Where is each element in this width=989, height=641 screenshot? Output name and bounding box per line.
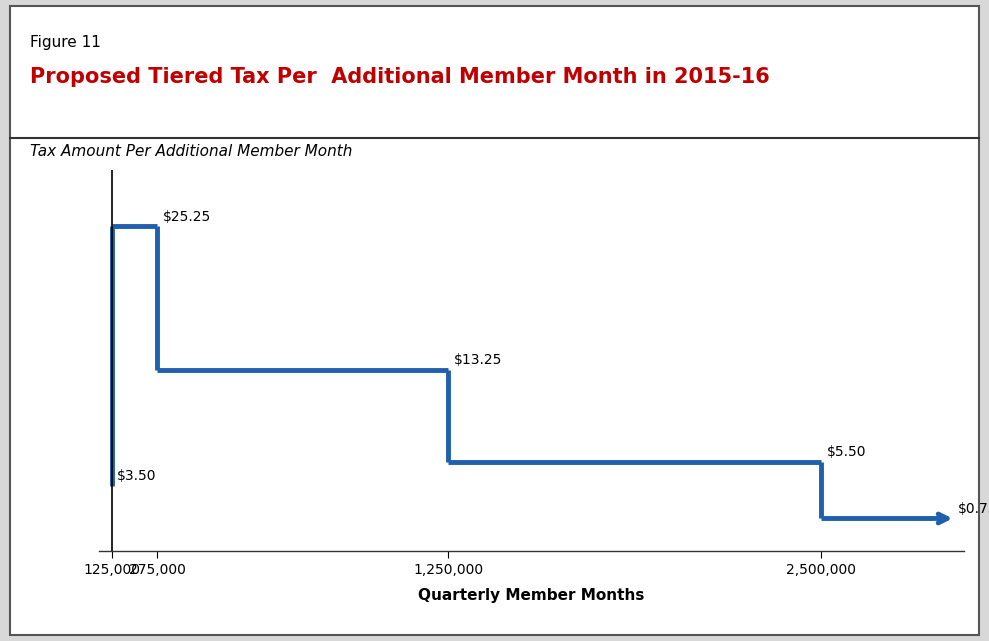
Text: $0.75: $0.75 (958, 502, 989, 516)
Text: $3.50: $3.50 (117, 469, 156, 483)
Text: Tax Amount Per Additional Member Month: Tax Amount Per Additional Member Month (30, 144, 352, 159)
X-axis label: Quarterly Member Months: Quarterly Member Months (418, 588, 645, 603)
FancyBboxPatch shape (10, 6, 979, 635)
Text: $5.50: $5.50 (827, 445, 866, 460)
Text: $25.25: $25.25 (163, 210, 212, 224)
Text: Figure 11: Figure 11 (30, 35, 101, 50)
Text: Proposed Tiered Tax Per  Additional Member Month in 2015-16: Proposed Tiered Tax Per Additional Membe… (30, 67, 769, 87)
Text: $13.25: $13.25 (454, 353, 502, 367)
